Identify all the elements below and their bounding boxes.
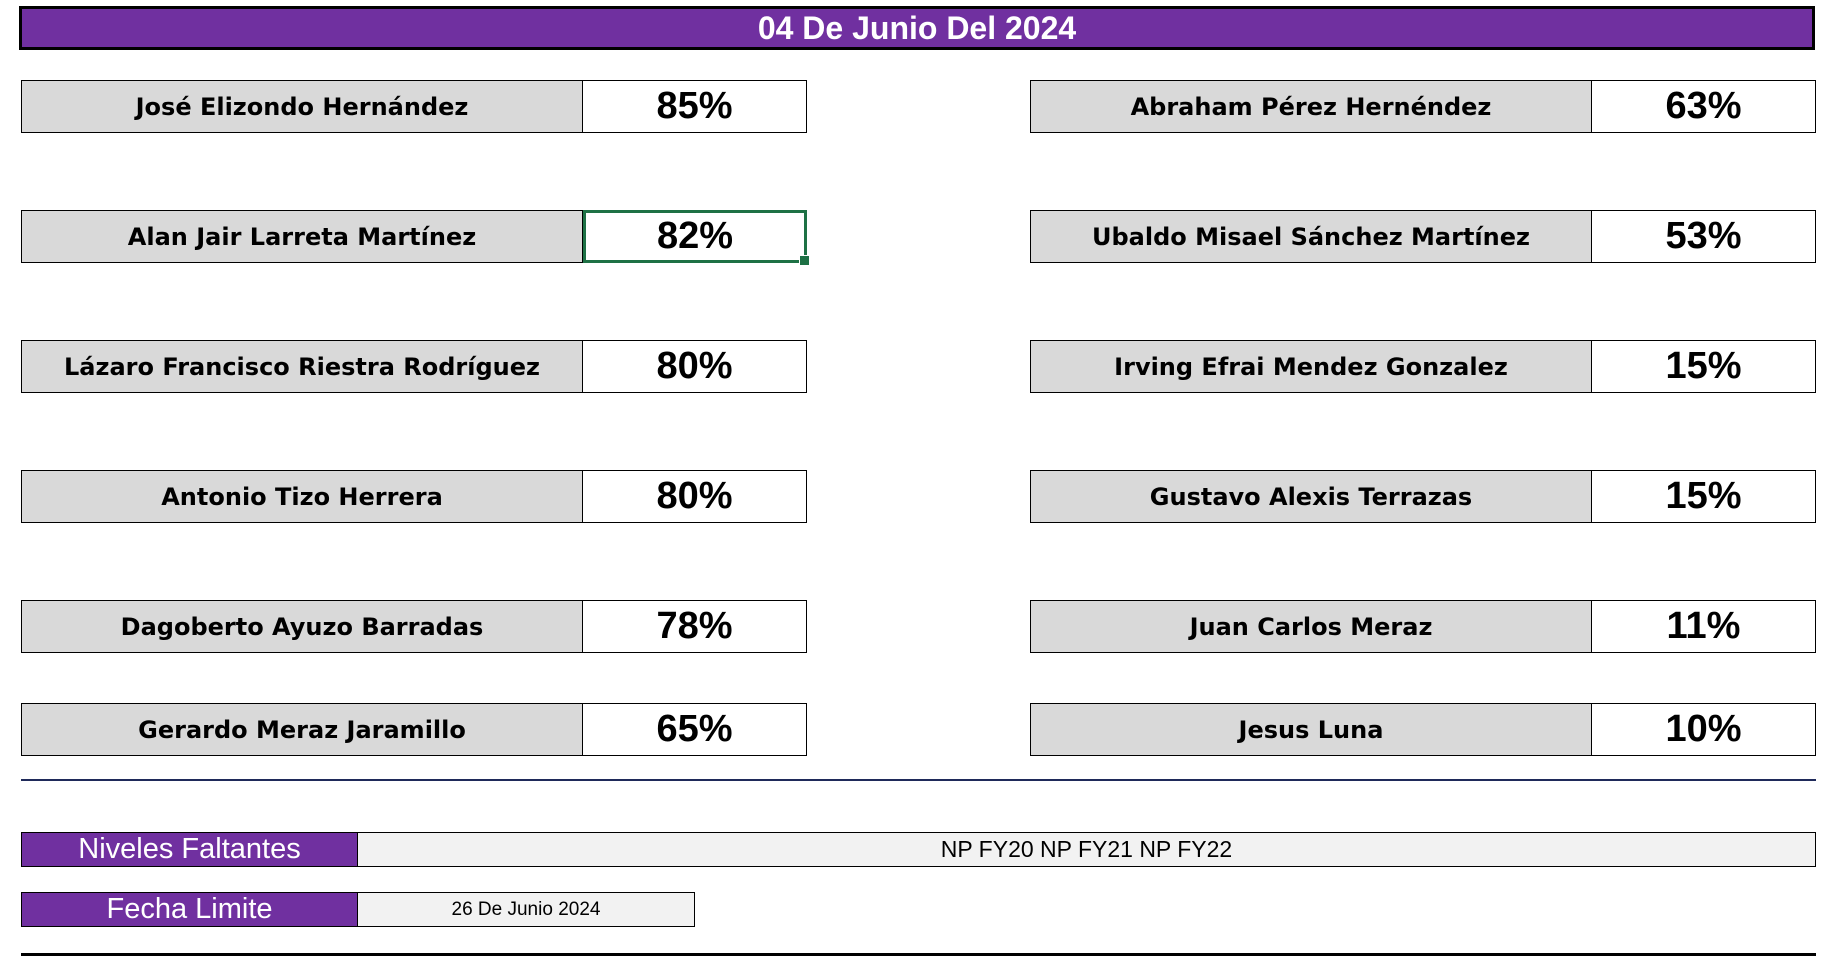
header-title: 04 De Junio Del 2024 [757, 9, 1077, 46]
score-value-cell[interactable]: 85% [583, 80, 807, 133]
bottom-rule [21, 953, 1816, 956]
left-row-5: Dagoberto Ayuzo Barradas 78% [21, 600, 807, 653]
left-row-6: Gerardo Meraz Jaramillo 65% [21, 703, 807, 756]
score-value-cell[interactable]: 80% [583, 340, 807, 393]
right-row-4: Gustavo Alexis Terrazas 15% [1030, 470, 1816, 523]
person-name-cell[interactable]: Jesus Luna [1030, 703, 1592, 756]
date-header[interactable]: 04 De Junio Del 2024 [19, 6, 1815, 50]
person-name-cell[interactable]: Gerardo Meraz Jaramillo [21, 703, 583, 756]
person-name-cell[interactable]: Ubaldo Misael Sánchez Martínez [1030, 210, 1592, 263]
niveles-row: Niveles Faltantes NP FY20 NP FY21 NP FY2… [21, 832, 1816, 867]
fecha-row: Fecha Limite 26 De Junio 2024 [21, 892, 695, 927]
score-value-cell[interactable]: 15% [1592, 340, 1816, 393]
right-row-5: Juan Carlos Meraz 11% [1030, 600, 1816, 653]
score-value-cell[interactable]: 78% [583, 600, 807, 653]
left-row-2: Alan Jair Larreta Martínez 82% [21, 210, 810, 266]
score-value-cell[interactable]: 53% [1592, 210, 1816, 263]
person-name-cell[interactable]: Gustavo Alexis Terrazas [1030, 470, 1592, 523]
person-name-cell[interactable]: Antonio Tizo Herrera [21, 470, 583, 523]
fecha-value[interactable]: 26 De Junio 2024 [358, 892, 695, 927]
person-name-cell[interactable]: José Elizondo Hernández [21, 80, 583, 133]
score-value-cell[interactable]: 80% [583, 470, 807, 523]
score-value-cell[interactable]: 11% [1592, 600, 1816, 653]
fecha-label[interactable]: Fecha Limite [21, 892, 358, 927]
score-value-cell[interactable]: 15% [1592, 470, 1816, 523]
niveles-label[interactable]: Niveles Faltantes [21, 832, 358, 867]
niveles-value[interactable]: NP FY20 NP FY21 NP FY22 [358, 832, 1816, 867]
left-row-1: José Elizondo Hernández 85% [21, 80, 807, 133]
right-row-3: Irving Efrai Mendez Gonzalez 15% [1030, 340, 1816, 393]
score-value-cell[interactable]: 65% [583, 703, 807, 756]
right-row-6: Jesus Luna 10% [1030, 703, 1816, 756]
person-name-cell[interactable]: Lázaro Francisco Riestra Rodríguez [21, 340, 583, 393]
selected-score-cell[interactable]: 82% [583, 210, 810, 266]
right-row-1: Abraham Pérez Hernéndez 63% [1030, 80, 1816, 133]
left-row-4: Antonio Tizo Herrera 80% [21, 470, 807, 523]
person-name-cell[interactable]: Dagoberto Ayuzo Barradas [21, 600, 583, 653]
left-row-3: Lázaro Francisco Riestra Rodríguez 80% [21, 340, 807, 393]
score-value-cell[interactable]: 10% [1592, 703, 1816, 756]
section-divider [21, 779, 1816, 781]
person-name-cell[interactable]: Alan Jair Larreta Martínez [21, 210, 583, 263]
score-value-cell[interactable]: 63% [1592, 80, 1816, 133]
right-row-2: Ubaldo Misael Sánchez Martínez 53% [1030, 210, 1816, 263]
person-name-cell[interactable]: Juan Carlos Meraz [1030, 600, 1592, 653]
person-name-cell[interactable]: Abraham Pérez Hernéndez [1030, 80, 1592, 133]
person-name-cell[interactable]: Irving Efrai Mendez Gonzalez [1030, 340, 1592, 393]
